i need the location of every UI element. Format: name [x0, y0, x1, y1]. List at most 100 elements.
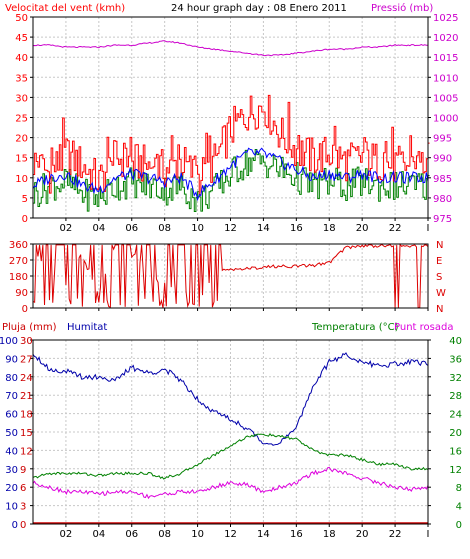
- temperature-tick-label: 0: [456, 520, 462, 531]
- temperature-tick-label: 16: [449, 446, 462, 457]
- x-tick-label: 22: [389, 529, 402, 540]
- x-tick-label: 16: [290, 223, 303, 234]
- wind-tick-label: 15: [15, 154, 28, 165]
- compass-label: N: [436, 240, 443, 251]
- humidity-tick-label: 0: [12, 520, 18, 531]
- wind-axis-title: Velocitat del vent (kmh): [5, 3, 125, 14]
- temperature-tick-label: 8: [456, 483, 462, 494]
- pressure-tick-label: 990: [433, 154, 452, 165]
- x-tick-label: 20: [356, 223, 369, 234]
- temperature-tick-label: 4: [456, 502, 462, 513]
- rain-axis-title: Pluja (mm): [2, 322, 57, 333]
- rain-tick-label: 3: [20, 502, 26, 513]
- x-tick-label: 20: [356, 529, 369, 540]
- dir-tick-label: 360: [9, 240, 28, 251]
- dir-tick-label: 0: [22, 304, 28, 315]
- rain-tick-label: 15: [20, 428, 33, 439]
- humidity-tick-label: 70: [5, 391, 18, 402]
- x-tick-label: I: [427, 223, 430, 234]
- pressure-tick-label: 985: [433, 174, 452, 185]
- x-tick-label: 10: [191, 223, 204, 234]
- wind-tick-label: 20: [15, 134, 28, 145]
- dir-tick-label: 180: [9, 272, 28, 283]
- humidity-tick-label: 20: [5, 483, 18, 494]
- x-tick-label: 18: [323, 529, 336, 540]
- pressure-tick-label: 1020: [433, 33, 458, 44]
- wind-tick-label: 10: [15, 174, 28, 185]
- pressure-tick-label: 995: [433, 134, 452, 145]
- x-tick-label: 12: [224, 223, 237, 234]
- pressure-tick-label: 1010: [433, 73, 458, 84]
- temperature-tick-label: 28: [449, 391, 462, 402]
- humidity-tick-label: 90: [5, 354, 18, 365]
- pressure-tick-label: 1025: [433, 13, 458, 24]
- temperature-tick-label: 40: [449, 336, 462, 347]
- rain-tick-label: 27: [20, 354, 33, 365]
- x-tick-label: 16: [290, 529, 303, 540]
- x-tick-label: 02: [60, 223, 73, 234]
- rain-tick-label: 24: [20, 373, 33, 384]
- temperature-series: [32, 433, 429, 480]
- humidity-temperature-panel: 02 04 06 08 10 12 14 16 18 20 22 I0 010 320 630 940 1250…: [0, 336, 462, 540]
- compass-label: N: [436, 304, 443, 315]
- rain-tick-label: 0: [20, 520, 26, 531]
- wind-tick-label: 35: [15, 73, 28, 84]
- pressure-axis-title: Pressió (mb): [371, 2, 433, 14]
- rain-tick-label: 21: [20, 391, 33, 402]
- pressure-tick-label: 980: [433, 194, 452, 205]
- x-tick-label: 14: [257, 529, 270, 540]
- humidity-tick-label: 30: [5, 465, 18, 476]
- x-tick-label: 22: [389, 223, 402, 234]
- humidity-tick-label: 10: [5, 502, 18, 513]
- pressure-tick-label: 1005: [433, 93, 458, 104]
- x-tick-label: 02: [60, 529, 73, 540]
- temperature-tick-label: 24: [449, 410, 462, 421]
- x-tick-label: 06: [125, 529, 138, 540]
- x-tick-label: 08: [158, 529, 171, 540]
- temperature-tick-label: 20: [449, 428, 462, 439]
- rain-tick-label: 18: [20, 410, 33, 421]
- pressure-tick-label: 1000: [433, 114, 458, 125]
- x-tick-label: 14: [257, 223, 270, 234]
- dir-tick-label: 90: [15, 288, 28, 299]
- wind-tick-label: 50: [15, 13, 28, 24]
- temperature-tick-label: 32: [449, 373, 462, 384]
- dewpoint-series: [32, 466, 429, 500]
- pressure-series: [32, 40, 429, 57]
- compass-label: W: [436, 288, 446, 299]
- pressure-tick-label: 975: [433, 214, 452, 225]
- x-tick-label: 04: [92, 223, 105, 234]
- wind-tick-label: 30: [15, 93, 28, 104]
- x-tick-label: 18: [323, 223, 336, 234]
- x-tick-label: 12: [224, 529, 237, 540]
- rain-tick-label: 12: [20, 446, 33, 457]
- dewpoint-axis-title: Punt rosada: [394, 322, 453, 333]
- x-tick-label: 04: [92, 529, 105, 540]
- humidity-tick-label: 80: [5, 373, 18, 384]
- dir-tick-label: 270: [9, 256, 28, 267]
- wind-pressure-panel: 02 04 06 08 10 12 14 16 18 20 22 I05101520253035404…: [15, 13, 458, 234]
- pressure-tick-label: 1015: [433, 53, 458, 64]
- humidity-tick-label: 100: [0, 336, 18, 347]
- wind-gust-series: [33, 94, 430, 196]
- humidity-axis-title: Humitat: [67, 322, 107, 333]
- humidity-tick-label: 40: [5, 446, 18, 457]
- humidity-series: [32, 352, 429, 446]
- wind-tick-label: 25: [15, 114, 28, 125]
- wind-tick-label: 5: [22, 194, 28, 205]
- humidity-tick-label: 50: [5, 428, 18, 439]
- direction-series: [32, 243, 429, 309]
- humidity-tick-label: 60: [5, 410, 18, 421]
- wind-tick-label: 0: [22, 214, 28, 225]
- x-tick-label: 10: [191, 529, 204, 540]
- wind-tick-label: 45: [15, 33, 28, 44]
- x-tick-label: 08: [158, 223, 171, 234]
- x-tick-label: I: [427, 529, 430, 540]
- graph-title: 24 hour graph day : 08 Enero 2011: [171, 3, 347, 14]
- wind-avg-series: [32, 147, 429, 202]
- rain-tick-label: 9: [20, 465, 26, 476]
- compass-label: E: [436, 256, 442, 267]
- temperature-tick-label: 36: [449, 354, 462, 365]
